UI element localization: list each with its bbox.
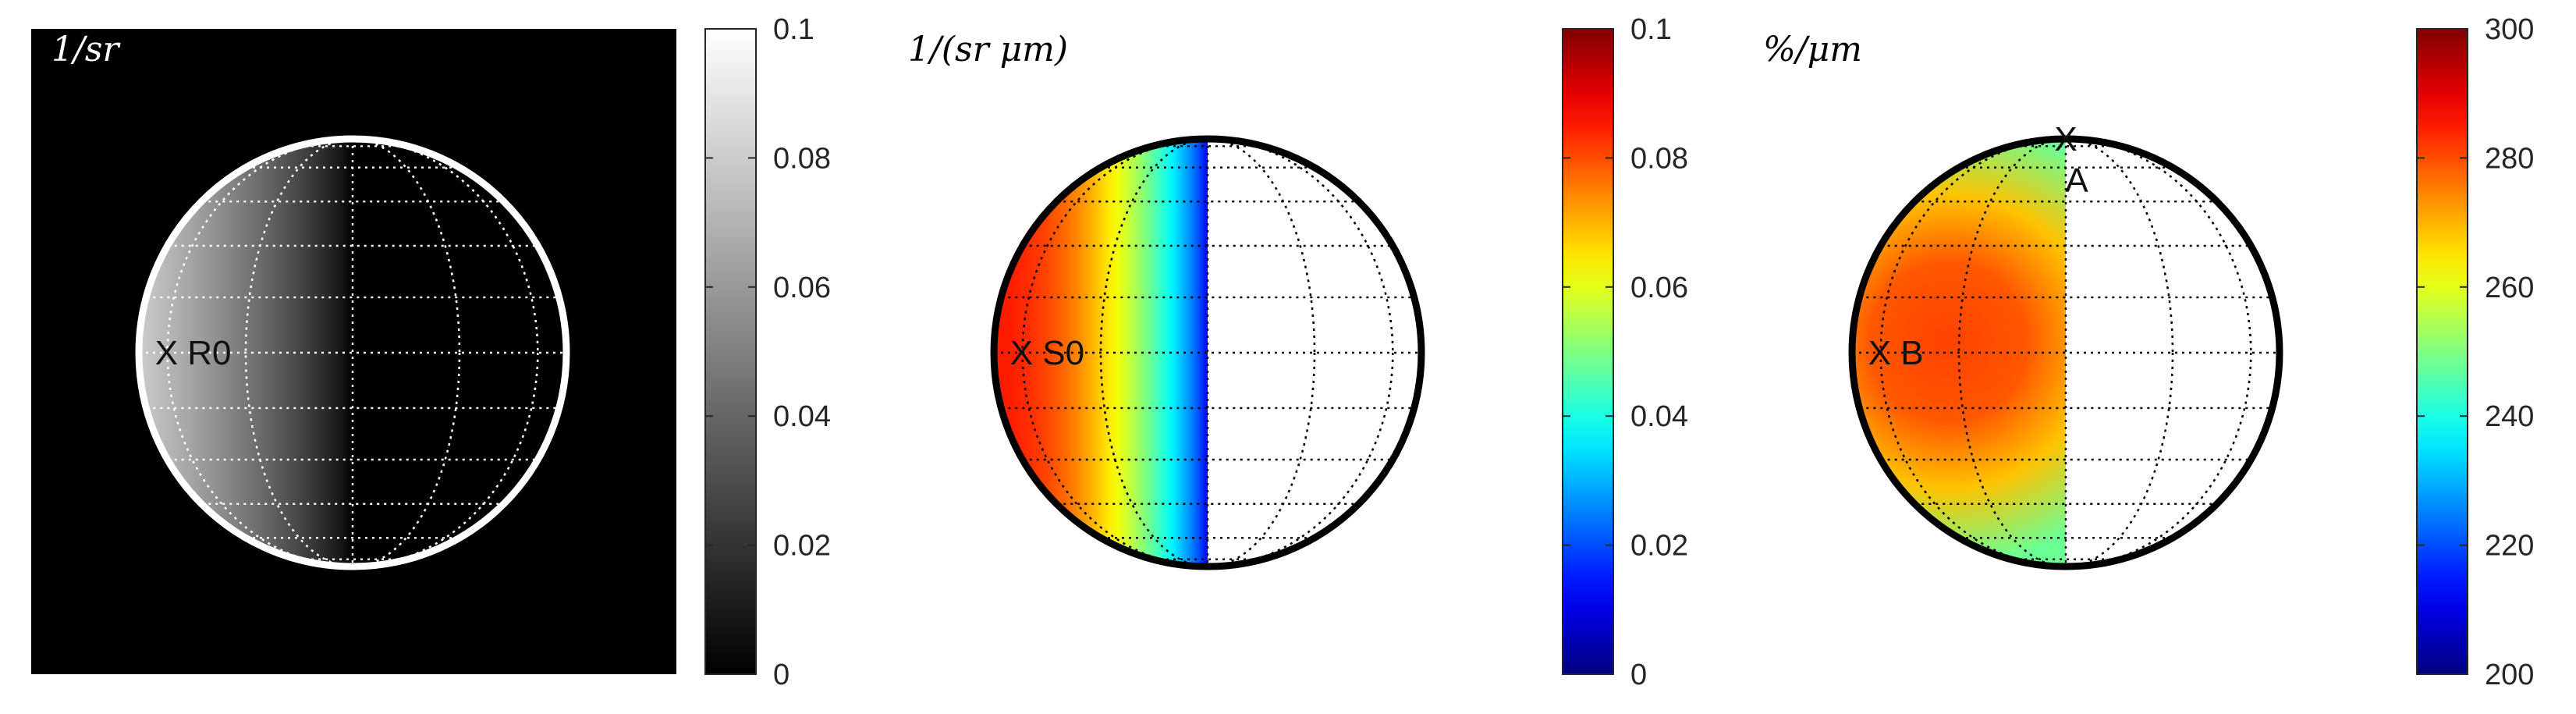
colorbar-tick-label: 0.1 bbox=[1630, 13, 1672, 46]
unit-label: %/μm bbox=[1763, 30, 1862, 69]
marker-label: X S0 bbox=[1010, 334, 1084, 372]
colorbar-tick-label: 0.04 bbox=[773, 400, 831, 433]
colorbar-tick-label: 0.04 bbox=[1630, 400, 1688, 433]
panel-relative-slope: X B XA %/μm 200 220 240 260 280 300 bbox=[1763, 13, 2534, 691]
marker-label: X B bbox=[1868, 334, 1924, 372]
markers: X R0 bbox=[135, 135, 570, 570]
colorbar-tick-label: 0.06 bbox=[1630, 272, 1688, 304]
marker-x: X bbox=[2054, 120, 2077, 158]
colorbar-tick-label: 0.06 bbox=[773, 272, 831, 304]
colorbar-tick-label: 200 bbox=[2485, 659, 2534, 691]
colorbar-tick-label: 0 bbox=[1630, 659, 1647, 691]
panel-radiance: X R0 1/sr 0 0.02 0.04 0.06 0.08 0.1 bbox=[31, 13, 831, 691]
lat-lon-grid bbox=[139, 137, 566, 568]
panel-spectral-radiance: X S0 1/(sr μm) 0 0.02 0.04 0.06 0.08 0.1 bbox=[908, 13, 1688, 691]
unit-label: 1/sr bbox=[51, 30, 121, 69]
colorbar-tick-label: 240 bbox=[2485, 400, 2534, 433]
lat-lon-grid bbox=[994, 137, 1421, 568]
meridian-line bbox=[1099, 137, 1316, 568]
colorbar: 0 0.02 0.04 0.06 0.08 0.1 bbox=[704, 13, 831, 691]
colorbar-tick-label: 0.02 bbox=[1630, 530, 1688, 563]
marker-label: A bbox=[2065, 162, 2088, 200]
colorbar-gradient bbox=[1562, 28, 1614, 675]
colorbar-gradient bbox=[2416, 28, 2468, 675]
markers: X B XA bbox=[1848, 120, 2283, 570]
colorbar-tick-label: 0.02 bbox=[773, 530, 831, 563]
meridian-line bbox=[244, 137, 461, 568]
lat-lon-grid bbox=[1852, 137, 2280, 568]
marker-label: X R0 bbox=[155, 334, 232, 372]
colorbar-tick-label: 0.08 bbox=[1630, 142, 1688, 175]
colorbar-tick-label: 0 bbox=[773, 659, 789, 691]
markers: X S0 bbox=[990, 135, 1425, 570]
colorbar-tick-label: 220 bbox=[2485, 530, 2534, 563]
meridian-line bbox=[1957, 137, 2174, 568]
colorbar-tick-label: 260 bbox=[2485, 272, 2534, 304]
colorbar-tick-label: 300 bbox=[2485, 13, 2534, 46]
colorbar: 200 220 240 260 280 300 bbox=[2416, 13, 2534, 691]
unit-label: 1/(sr μm) bbox=[908, 30, 1068, 69]
colorbar: 0 0.02 0.04 0.06 0.08 0.1 bbox=[1562, 13, 1688, 691]
disk-outline bbox=[990, 135, 1425, 570]
disk-outline bbox=[1848, 135, 2283, 570]
colorbar-tick-label: 0.08 bbox=[773, 142, 831, 175]
disk-outline bbox=[135, 135, 570, 570]
colorbar-gradient bbox=[704, 28, 757, 675]
colorbar-tick-label: 280 bbox=[2485, 142, 2534, 175]
colorbar-tick-label: 0.1 bbox=[773, 13, 814, 46]
